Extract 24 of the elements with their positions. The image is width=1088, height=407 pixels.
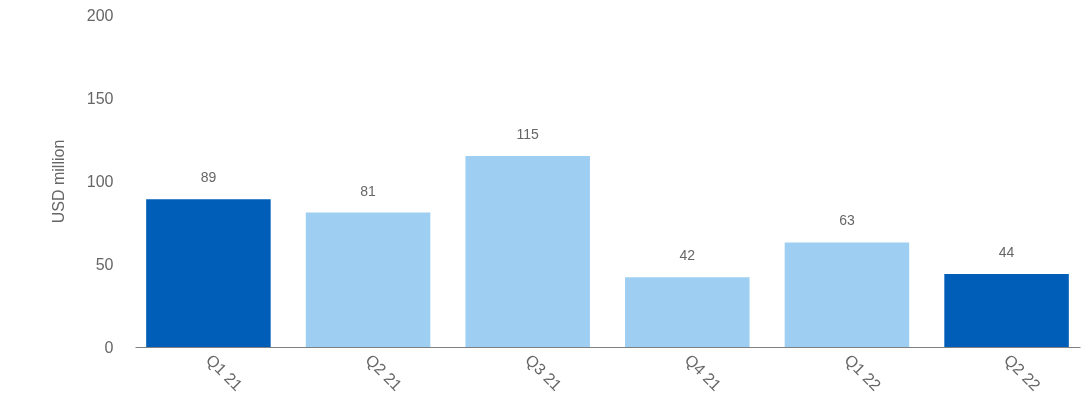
y-axis-title: USD million: [49, 139, 67, 224]
data-label: 89: [200, 169, 217, 186]
y-tick-label: 150: [86, 89, 114, 107]
bar: [625, 277, 750, 347]
x-tick-label: Q1 22: [841, 351, 885, 395]
x-tick-label: Q3 21: [522, 351, 565, 395]
y-tick-label: 200: [86, 6, 114, 24]
y-tick-label: 0: [104, 338, 114, 356]
x-tick-label: Q2 21: [362, 351, 406, 395]
bar: [305, 212, 431, 347]
data-label: 63: [839, 212, 855, 229]
data-label: 42: [679, 247, 696, 264]
x-tick-label: Q1 21: [202, 351, 246, 395]
bar: [146, 199, 271, 347]
bar: [465, 156, 590, 347]
y-tick-label: 50: [95, 255, 114, 273]
data-label: 115: [516, 126, 540, 143]
y-tick-label: 100: [86, 172, 114, 190]
bar: [944, 273, 1069, 347]
data-label: 81: [360, 182, 377, 199]
x-tick-label: Q4 21: [681, 351, 725, 395]
bar: [784, 242, 910, 347]
x-tick-label: Q2 22: [1000, 351, 1044, 395]
data-label: 44: [998, 243, 1015, 260]
